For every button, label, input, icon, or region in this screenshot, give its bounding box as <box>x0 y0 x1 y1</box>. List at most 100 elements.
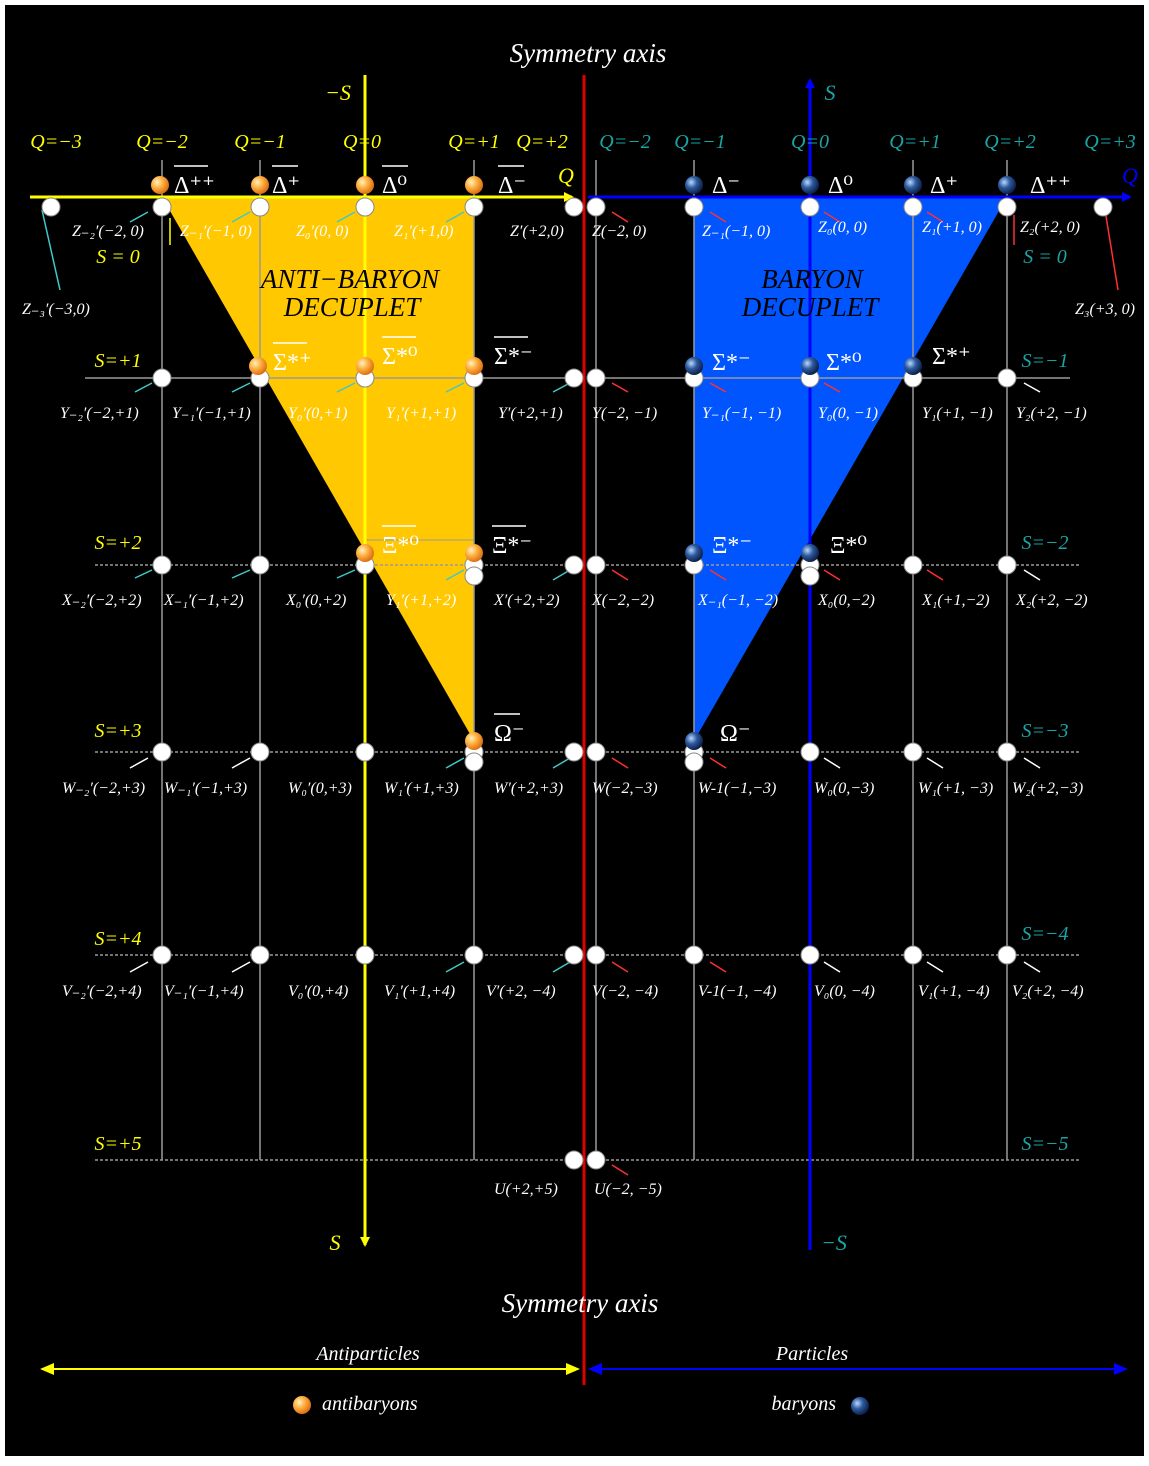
node-label-z-anti: Z₋₁′(−1, 0) <box>180 223 252 240</box>
node-label-v-anti: V₋₂′(−2,+4) <box>62 983 142 1000</box>
antibaryon-ball-icon <box>293 1396 311 1414</box>
grid-node <box>464 752 484 772</box>
grid-node <box>800 945 820 965</box>
node-label-u-particle: U(−2, −5) <box>594 1181 662 1198</box>
s-label-anti: S = 0 <box>96 246 140 268</box>
pointer-red <box>926 569 944 581</box>
grid-node <box>903 555 923 575</box>
pointer-red <box>709 961 727 973</box>
baryon-ball <box>801 544 819 562</box>
node-label-v-anti: V₁′(+1,+4) <box>384 983 455 1000</box>
par-q-axis-label: Q <box>1122 163 1138 188</box>
particle-balls <box>151 176 1016 750</box>
baryon-symbol: Ξ*⁻ <box>712 533 752 559</box>
antibaryon-ball <box>465 357 483 375</box>
pointer-teal <box>552 757 571 769</box>
anti-decuplet-title-1: ANTI−BARYON <box>259 264 441 294</box>
q-label-anti: Q=−1 <box>234 131 285 153</box>
pointer-red <box>709 382 727 393</box>
node-label-z-particle: Z₃(+3, 0) <box>1075 301 1135 318</box>
grid-node <box>997 945 1017 965</box>
grid-node <box>152 197 172 217</box>
pointer-teal <box>552 961 571 973</box>
par-s-axis-label: S <box>825 80 836 105</box>
node-label-v-particle: V₂(+2, −4) <box>1012 983 1084 1000</box>
symmetry-axis-title-top: Symmetry axis <box>510 38 667 68</box>
grid-node <box>800 742 820 762</box>
grid-node <box>684 945 704 965</box>
node-label-y-particle: Y₋₁(−1, −1) <box>702 405 781 422</box>
grid-node <box>250 555 270 575</box>
grid-node <box>564 197 584 217</box>
pointer-teal <box>445 211 465 223</box>
grid-node <box>903 742 923 762</box>
antiparticles-arrow-left-icon <box>40 1363 54 1375</box>
node-label-v-anti: V₀′(0,+4) <box>288 983 348 1000</box>
grid-node <box>250 742 270 762</box>
node-label-w-anti: W₀′(0,+3) <box>288 780 352 797</box>
node-label-z-anti: Z′(+2,0) <box>510 223 564 240</box>
node-label-z-particle: Z₀(0, 0) <box>818 219 867 236</box>
antibaryon-symbol: Ω⁻ <box>494 721 525 747</box>
node-label-w-anti: W₁′(+1,+3) <box>384 780 459 797</box>
particles-arrow-left-icon <box>588 1363 602 1375</box>
node-label-z-particle: Z₁(+1, 0) <box>922 219 982 236</box>
baryon-ball <box>685 544 703 562</box>
pointer-red <box>611 961 629 973</box>
node-label-z-anti: Z₋₂′(−2, 0) <box>72 223 144 240</box>
node-label-x-particle: X₁(+1,−2) <box>921 592 990 609</box>
s-label-particle: S=−1 <box>1022 350 1069 372</box>
baryon-ball <box>801 176 819 194</box>
node-label-z-anti: Z₁′(+1,0) <box>394 223 453 240</box>
node-label-v-anti: V′(+2, −4) <box>486 983 556 1000</box>
antibaryon-symbol: Δ⁺⁺ <box>174 173 215 199</box>
antibaryon-ball <box>249 357 267 375</box>
q-label-anti: Q=0 <box>343 131 381 153</box>
anti-decuplet-title-2: DECUPLET <box>283 292 423 322</box>
node-label-x-anti: X₀′(0,+2) <box>285 592 346 609</box>
q-label-particle: Q=0 <box>791 131 829 153</box>
grid-node <box>564 742 584 762</box>
pointer-red <box>709 569 727 581</box>
antibaryon-ball <box>356 357 374 375</box>
grid-node <box>903 197 923 217</box>
grid-node <box>586 368 606 388</box>
pointer-white <box>231 757 251 769</box>
legend-antibaryons: antibaryons <box>322 1393 418 1415</box>
s-label-particle: S = 0 <box>1023 246 1067 268</box>
node-label-y-anti: Y₋₂′(−2,+1) <box>60 405 139 422</box>
node-label-w-anti: W₋₁′(−1,+3) <box>164 780 247 797</box>
antibaryon-ball <box>465 544 483 562</box>
pointer-white <box>1023 961 1041 973</box>
pointer-teal <box>231 211 251 223</box>
antibaryon-ball <box>151 176 169 194</box>
antibaryon-symbol: Ξ*⁻ <box>492 533 532 559</box>
s-label-anti: S=+2 <box>95 532 142 554</box>
pointer-white <box>823 757 841 769</box>
baryon-ball-icon <box>851 1397 869 1415</box>
anti-decuplet-triangle <box>162 197 474 741</box>
q-label-anti: Q=+1 <box>448 131 499 153</box>
node-label-y-anti: Y₀′(0,+1) <box>288 405 347 422</box>
node-label-x-particle: X(−2,−2) <box>591 592 654 609</box>
node-label-x-anti: X₋₂′(−2,+2) <box>61 592 142 609</box>
grid-node <box>152 555 172 575</box>
grid-node <box>586 1150 606 1170</box>
pointer-red <box>823 569 841 581</box>
grid-node <box>586 945 606 965</box>
s-label-anti: S=+5 <box>95 1133 142 1155</box>
grid-node <box>684 197 704 217</box>
baryon-symbol: Σ*⁺ <box>932 344 971 370</box>
grid-node <box>250 945 270 965</box>
pointer-red <box>823 211 841 223</box>
grid-node <box>586 197 606 217</box>
labels: Q=−3 Q=−2 Q=−1 Q=0 Q=+1 Q=+2 Q=−2 Q=−1 Q=0 Q=+1 Q=… <box>22 131 1136 1198</box>
baryon-symbol: Δ⁰ <box>828 173 853 199</box>
baryon-ball <box>904 357 922 375</box>
node-label-z-anti: Z₋₃′(−3,0) <box>22 301 90 318</box>
node-label-w-particle: W₁(+1, −3) <box>918 780 993 797</box>
grid-node <box>586 742 606 762</box>
baryon-ball <box>685 357 703 375</box>
grid-node <box>564 368 584 388</box>
